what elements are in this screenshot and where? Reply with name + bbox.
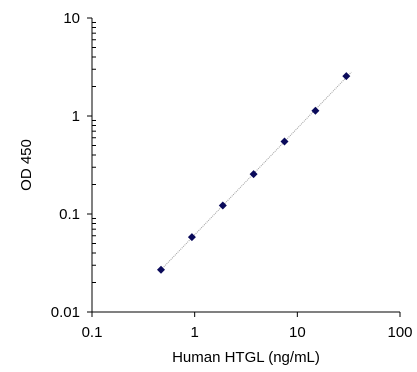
y-axis-label: OD 450: [18, 139, 35, 191]
fit-line: [160, 71, 352, 271]
y-tick-labels: 0.01 0.1 1 10: [51, 10, 80, 321]
data-point-marker: [342, 72, 351, 81]
x-tick-label: 1: [190, 324, 198, 341]
data-point-marker: [218, 201, 227, 210]
y-tick-label: 10: [63, 10, 80, 27]
x-axis-label: Human HTGL (ng/mL): [172, 349, 320, 366]
x-tick-label: 100: [387, 324, 412, 341]
fit-line-group: [160, 71, 352, 271]
y-tick-label: 0.1: [59, 206, 80, 223]
x-tick-labels: 0.1 1 10 100: [82, 324, 413, 341]
data-points: [157, 72, 351, 274]
x-tick-label: 10: [289, 324, 306, 341]
data-point-marker: [311, 106, 320, 115]
data-point-marker: [157, 265, 166, 274]
plot-area: [91, 18, 400, 313]
y-tick-label: 0.01: [51, 304, 80, 321]
data-point-marker: [280, 137, 289, 146]
y-tick-label: 1: [72, 108, 80, 125]
data-point-marker: [187, 233, 196, 242]
x-tick-label: 0.1: [82, 324, 103, 341]
data-point-marker: [249, 170, 258, 179]
axis-ticks: [87, 17, 401, 317]
